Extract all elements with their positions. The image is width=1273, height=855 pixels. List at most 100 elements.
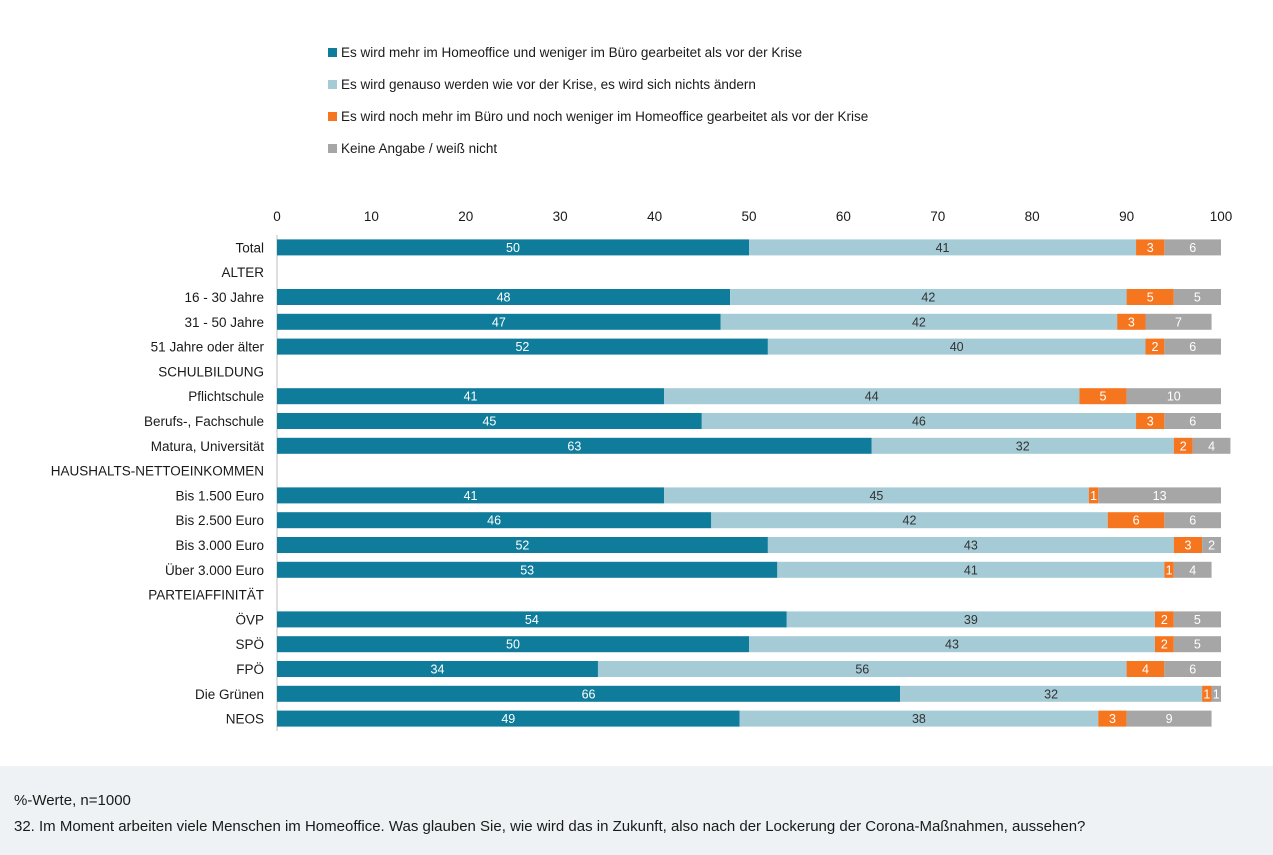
data-label: 1 — [1090, 489, 1097, 503]
bar-segment — [739, 710, 1099, 727]
bar-segment — [871, 437, 1174, 454]
bar-segment — [1107, 512, 1165, 529]
category-label-51-jahre-oder-aelter: 51 Jahre oder älter — [151, 340, 265, 355]
data-label: 43 — [964, 539, 978, 553]
legend-label-office: Es wird noch mehr im Büro und noch wenig… — [341, 108, 869, 124]
legend-label-unchanged: Es wird genauso werden wie vor der Krise… — [341, 76, 756, 92]
category-label-total: Total — [235, 240, 264, 255]
bar-segment — [277, 388, 665, 405]
legend-label-no-answer: Keine Angabe / weiß nicht — [341, 140, 498, 156]
bar-segment — [1173, 437, 1193, 454]
bar-segment — [1202, 685, 1212, 702]
bar-segment — [1117, 313, 1146, 330]
bar-segment — [1126, 388, 1221, 405]
data-label: 39 — [964, 613, 978, 627]
data-label: 52 — [515, 340, 529, 354]
bar-segment — [1098, 710, 1127, 727]
legend-label-homeoffice: Es wird mehr im Homeoffice und weniger i… — [341, 44, 803, 60]
category-label-neos: NEOS — [226, 712, 264, 727]
bar-segment — [277, 338, 768, 355]
bar-segment — [900, 685, 1203, 702]
data-label: 41 — [464, 390, 478, 404]
data-label: 3 — [1147, 415, 1154, 429]
data-label: 41 — [464, 489, 478, 503]
data-label: 46 — [487, 514, 501, 528]
data-label: 66 — [582, 687, 596, 701]
data-label: 10 — [1167, 390, 1181, 404]
data-label: 46 — [912, 415, 926, 429]
data-label: 1 — [1213, 687, 1220, 701]
data-label: 5 — [1194, 613, 1201, 627]
data-label: 2 — [1208, 539, 1215, 553]
bar-segment — [277, 289, 731, 305]
bar-segment — [277, 313, 721, 330]
bar-segment — [1164, 413, 1221, 429]
x-tick-label: 20 — [458, 209, 473, 224]
category-label-die-gruenen: Die Grünen — [195, 687, 264, 702]
data-label: 4 — [1189, 563, 1196, 577]
data-label: 4 — [1208, 439, 1215, 453]
category-label-bis-1-500-euro: Bis 1.500 Euro — [175, 488, 264, 503]
data-label: 3 — [1147, 241, 1154, 255]
data-label: 50 — [506, 241, 520, 255]
data-label: 40 — [950, 340, 964, 354]
bar-segment — [1136, 239, 1165, 256]
x-tick-label: 0 — [273, 209, 281, 224]
category-label-berufs-fachschule: Berufs-, Fachschule — [144, 414, 264, 429]
bar-segment — [749, 239, 1137, 256]
bar-segment — [1192, 437, 1231, 454]
bar-segment — [1164, 661, 1221, 677]
category-label-spoe: SPÖ — [235, 637, 264, 652]
x-tick-label: 40 — [647, 209, 662, 224]
bar-segment — [1136, 413, 1165, 429]
bar-segment — [1088, 487, 1099, 504]
data-label: 63 — [567, 439, 581, 453]
legend-swatch-unchanged — [328, 79, 337, 89]
data-label: 45 — [869, 489, 883, 503]
data-label: 1 — [1166, 563, 1173, 577]
bar-segment — [277, 487, 665, 504]
data-label: 3 — [1109, 712, 1116, 726]
data-label: 42 — [912, 315, 926, 329]
category-label-16-30-jahre: 16 - 30 Jahre — [184, 290, 264, 305]
legend-item-office: Es wird noch mehr im Büro und noch wenig… — [328, 100, 868, 132]
data-label: 6 — [1189, 663, 1196, 677]
bar-segment — [1173, 636, 1221, 653]
bar-segment — [767, 338, 1146, 355]
bar-segment — [1211, 685, 1221, 702]
bar-segment — [277, 710, 740, 727]
legend-swatch-office — [328, 111, 337, 121]
legend-swatch-homeoffice — [328, 47, 337, 57]
legend-item-no-answer: Keine Angabe / weiß nicht — [328, 132, 868, 164]
data-label: 9 — [1166, 712, 1173, 726]
bar-segment — [277, 561, 778, 578]
bar-segment — [277, 239, 749, 256]
footer-note: %-Werte, n=1000 — [14, 792, 131, 809]
data-label: 6 — [1189, 241, 1196, 255]
bar-segment — [1173, 611, 1221, 628]
category-label-schulbildung: SCHULBILDUNG — [158, 364, 264, 379]
category-label-oevp: ÖVP — [235, 612, 264, 627]
bar-segment — [1173, 537, 1203, 553]
data-label: 5 — [1147, 291, 1154, 305]
data-label: 45 — [482, 415, 496, 429]
legend: Es wird mehr im Homeoffice und weniger i… — [328, 36, 868, 164]
data-label: 2 — [1161, 613, 1168, 627]
bar-segment — [1098, 487, 1221, 504]
data-label: 5 — [1194, 638, 1201, 652]
data-label: 4 — [1142, 663, 1149, 677]
bar-segment — [277, 413, 702, 429]
data-label: 32 — [1044, 687, 1058, 701]
bar-segment — [1164, 338, 1221, 355]
bar-segment — [767, 537, 1174, 553]
data-label: 3 — [1128, 315, 1135, 329]
bar-segment — [277, 685, 901, 702]
data-label: 43 — [945, 638, 959, 652]
bar-segment — [720, 313, 1118, 330]
bar-segment — [1154, 636, 1174, 653]
bar-segment — [1126, 289, 1174, 305]
bar-segment — [597, 661, 1127, 677]
bar-segment — [711, 512, 1108, 529]
bar-segment — [277, 537, 768, 553]
data-label: 54 — [525, 613, 539, 627]
